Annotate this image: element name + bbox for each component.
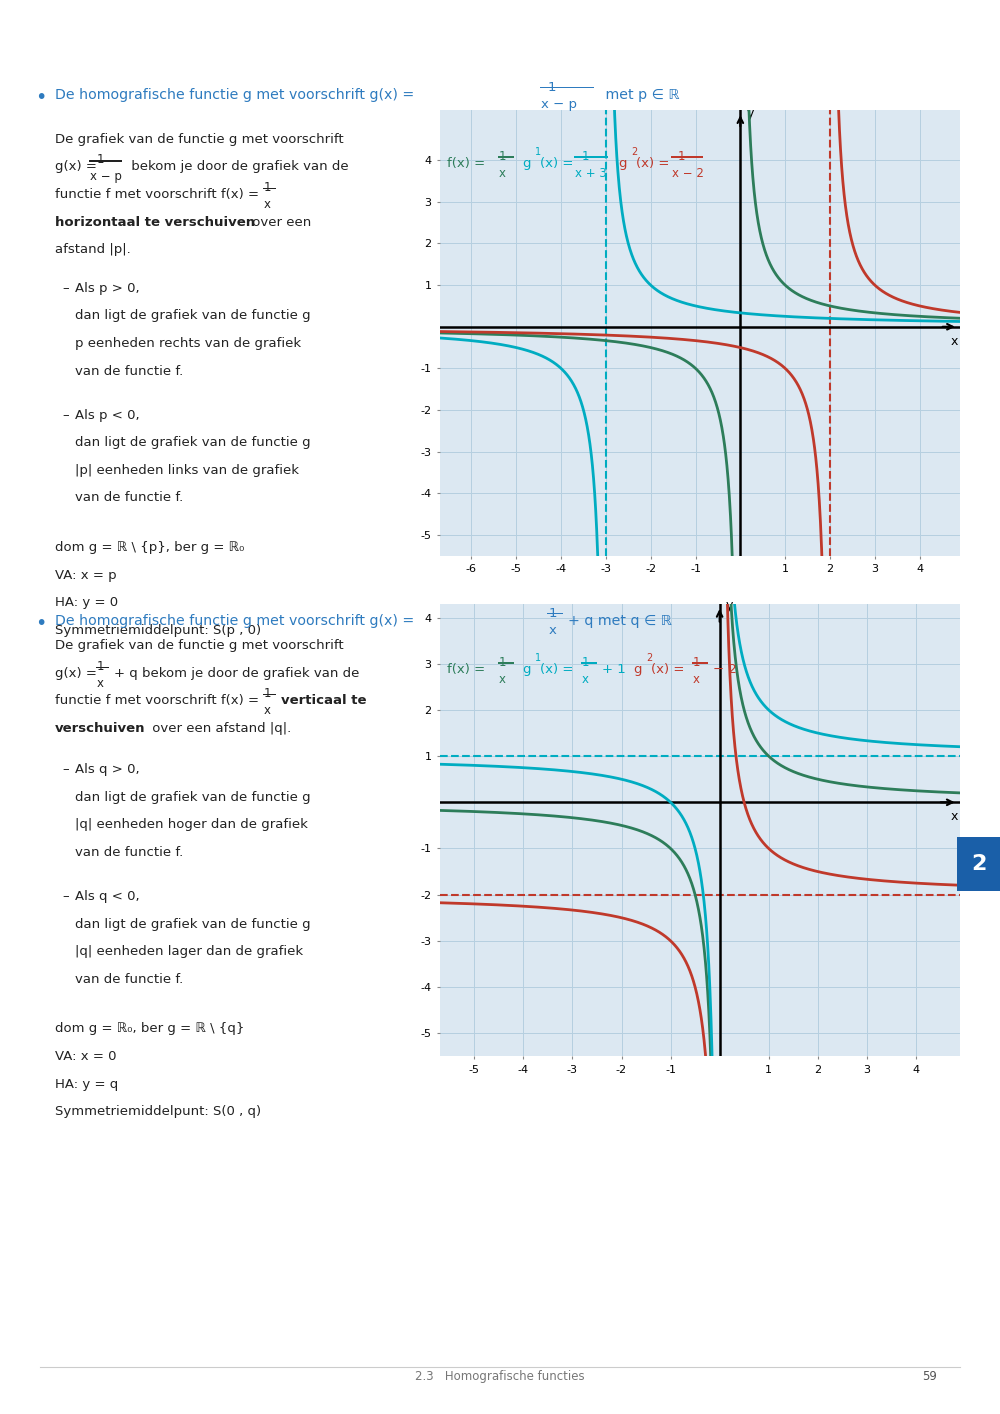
Text: 2: 2 (971, 854, 986, 874)
Text: x: x (499, 673, 506, 686)
Text: –: – (62, 281, 69, 294)
Text: |p| eenheden links van de grafiek: |p| eenheden links van de grafiek (75, 464, 299, 477)
Text: De homografische functie g met voorschrift g(x) =: De homografische functie g met voorschri… (55, 614, 414, 628)
Text: 1: 1 (499, 150, 507, 163)
Text: dan ligt de grafiek van de functie g: dan ligt de grafiek van de functie g (75, 790, 311, 803)
Text: 1: 1 (693, 656, 700, 669)
Text: 1: 1 (548, 81, 556, 93)
Text: g: g (522, 157, 530, 170)
Text: (x) =: (x) = (540, 663, 573, 676)
Text: De grafiek van de functie g met voorschrift: De grafiek van de functie g met voorschr… (55, 133, 344, 146)
Text: dan ligt de grafiek van de functie g: dan ligt de grafiek van de functie g (75, 436, 311, 450)
Text: g(x) =: g(x) = (55, 160, 97, 174)
Text: –: – (62, 409, 69, 421)
Text: De homografische functie g met voorschrift g(x) =: De homografische functie g met voorschri… (55, 88, 414, 102)
Text: 2.3   Homografische functies: 2.3 Homografische functies (415, 1370, 585, 1383)
Text: x: x (97, 676, 104, 690)
Text: x: x (951, 335, 958, 348)
Text: •: • (35, 614, 46, 632)
Text: |q| eenheden hoger dan de grafiek: |q| eenheden hoger dan de grafiek (75, 819, 308, 831)
Text: –: – (62, 889, 69, 904)
Text: (x) =: (x) = (540, 157, 573, 170)
Text: y: y (726, 600, 733, 612)
Text: dan ligt de grafiek van de functie g: dan ligt de grafiek van de functie g (75, 918, 311, 930)
Text: x: x (264, 704, 271, 717)
Text: 1: 1 (582, 656, 590, 669)
Text: (x) =: (x) = (636, 157, 669, 170)
Text: verticaal te: verticaal te (281, 694, 366, 707)
Text: VA: x = p: VA: x = p (55, 568, 117, 581)
Text: f(x) =: f(x) = (447, 663, 485, 676)
Text: HA: y = q: HA: y = q (55, 1077, 118, 1090)
Text: 59: 59 (923, 1370, 937, 1383)
Text: f(x) =: f(x) = (447, 157, 485, 170)
Text: •: • (35, 88, 46, 106)
Text: x − p: x − p (541, 98, 577, 110)
Text: x − 2: x − 2 (672, 167, 704, 180)
Text: Symmetriemiddelpunt: S(0 , q): Symmetriemiddelpunt: S(0 , q) (55, 1106, 261, 1118)
Text: over een afstand |q|.: over een afstand |q|. (148, 721, 291, 735)
Text: afstand |p|.: afstand |p|. (55, 243, 131, 256)
Text: VA: x = 0: VA: x = 0 (55, 1051, 116, 1063)
Text: (x) =: (x) = (651, 663, 684, 676)
Text: g: g (522, 663, 530, 676)
Text: 1: 1 (678, 150, 686, 163)
Text: van de functie f.: van de functie f. (75, 365, 183, 378)
Text: –: – (62, 764, 69, 776)
Text: 1: 1 (499, 656, 507, 669)
Text: 1: 1 (535, 653, 541, 663)
Text: + q bekom je door de grafiek van de: + q bekom je door de grafiek van de (114, 666, 359, 680)
Text: x: x (499, 167, 506, 180)
Text: |q| eenheden lager dan de grafiek: |q| eenheden lager dan de grafiek (75, 945, 303, 959)
Text: x: x (693, 673, 700, 686)
Text: met p ∈ ℝ: met p ∈ ℝ (601, 88, 680, 102)
Text: Als p > 0,: Als p > 0, (75, 281, 140, 294)
Text: y: y (747, 106, 754, 120)
Text: HA: y = 0: HA: y = 0 (55, 597, 118, 609)
Text: + 1: + 1 (602, 663, 626, 676)
Text: 1: 1 (97, 659, 104, 673)
Text: dom g = ℝ \ {p}, ber g = ℝ₀: dom g = ℝ \ {p}, ber g = ℝ₀ (55, 542, 244, 554)
Text: x + 3: x + 3 (575, 167, 607, 180)
Text: 1: 1 (582, 150, 590, 163)
Text: Symmetriemiddelpunt: S(p , 0): Symmetriemiddelpunt: S(p , 0) (55, 624, 261, 636)
Text: 1: 1 (97, 153, 104, 167)
Text: Als q < 0,: Als q < 0, (75, 889, 140, 904)
Text: g: g (618, 157, 626, 170)
Text: dom g = ℝ₀, ber g = ℝ \ {q}: dom g = ℝ₀, ber g = ℝ \ {q} (55, 1022, 244, 1035)
Text: van de functie f.: van de functie f. (75, 846, 183, 858)
Text: De grafiek van de functie g met voorschrift: De grafiek van de functie g met voorschr… (55, 639, 344, 652)
Text: − 2: − 2 (713, 663, 737, 676)
Text: dan ligt de grafiek van de functie g: dan ligt de grafiek van de functie g (75, 310, 311, 322)
Text: van de functie f.: van de functie f. (75, 973, 183, 986)
Text: x: x (264, 198, 271, 211)
Text: verschuiven: verschuiven (55, 721, 146, 735)
Text: 1: 1 (535, 147, 541, 157)
Text: 2: 2 (646, 653, 652, 663)
Text: x: x (582, 673, 589, 686)
Text: functie f met voorschrift f(x) =: functie f met voorschrift f(x) = (55, 188, 259, 201)
Text: Als p < 0,: Als p < 0, (75, 409, 140, 421)
Text: + q met q ∈ ℝ: + q met q ∈ ℝ (568, 614, 672, 628)
Text: g(x) =: g(x) = (55, 666, 97, 680)
Text: over een: over een (248, 215, 311, 229)
Text: x: x (950, 810, 958, 823)
Text: horizontaal te verschuiven: horizontaal te verschuiven (55, 215, 255, 229)
Text: g: g (633, 663, 642, 676)
Text: functie f met voorschrift f(x) =: functie f met voorschrift f(x) = (55, 694, 259, 707)
Text: 2: 2 (631, 147, 637, 157)
Text: van de functie f.: van de functie f. (75, 492, 183, 505)
Text: p eenheden rechts van de grafiek: p eenheden rechts van de grafiek (75, 337, 301, 349)
Text: bekom je door de grafiek van de: bekom je door de grafiek van de (127, 160, 349, 174)
Text: Als q > 0,: Als q > 0, (75, 764, 140, 776)
Text: 1: 1 (264, 181, 272, 194)
Text: 1: 1 (549, 607, 558, 619)
Text: x − p: x − p (90, 170, 122, 184)
Text: 1: 1 (264, 687, 272, 700)
Text: x: x (549, 624, 557, 636)
